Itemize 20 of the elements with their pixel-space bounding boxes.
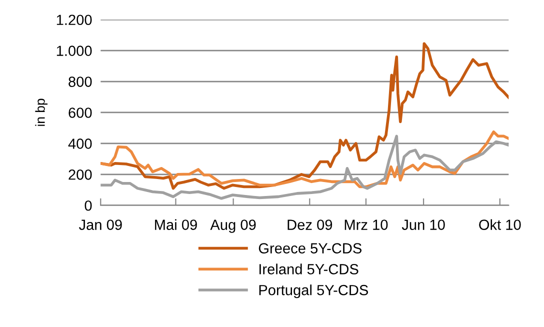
y-tick-label: 1.000 [56,46,92,56]
legend-label: Greece 5Y-CDS [258,243,362,254]
x-tick-label: Okt 10 [479,219,521,230]
x-tick-label: Mrz 10 [344,220,388,230]
x-tick-label: Aug 09 [210,220,256,233]
x-tick-label: Jan 09 [78,220,122,230]
y-tick-label: 600 [68,108,92,118]
y-tick-label: 1.200 [56,14,92,26]
y-tick-label: 400 [68,138,92,149]
legend-label: Portugal 5Y-CDS [259,284,368,298]
x-tick-label: Jun 10 [402,220,445,230]
line-series [100,130,509,188]
y-tick-label: 200 [68,170,92,180]
x-tick-label: Dez 09 [288,220,332,230]
line-series [100,134,509,200]
y-tick-label: 0 [84,200,92,211]
y-axis-title: in bp [35,98,48,126]
legend-label: Ireland 5Y-CDS [259,264,358,274]
y-tick-label: 800 [68,76,92,87]
x-tick-label: Mai 09 [155,219,197,230]
